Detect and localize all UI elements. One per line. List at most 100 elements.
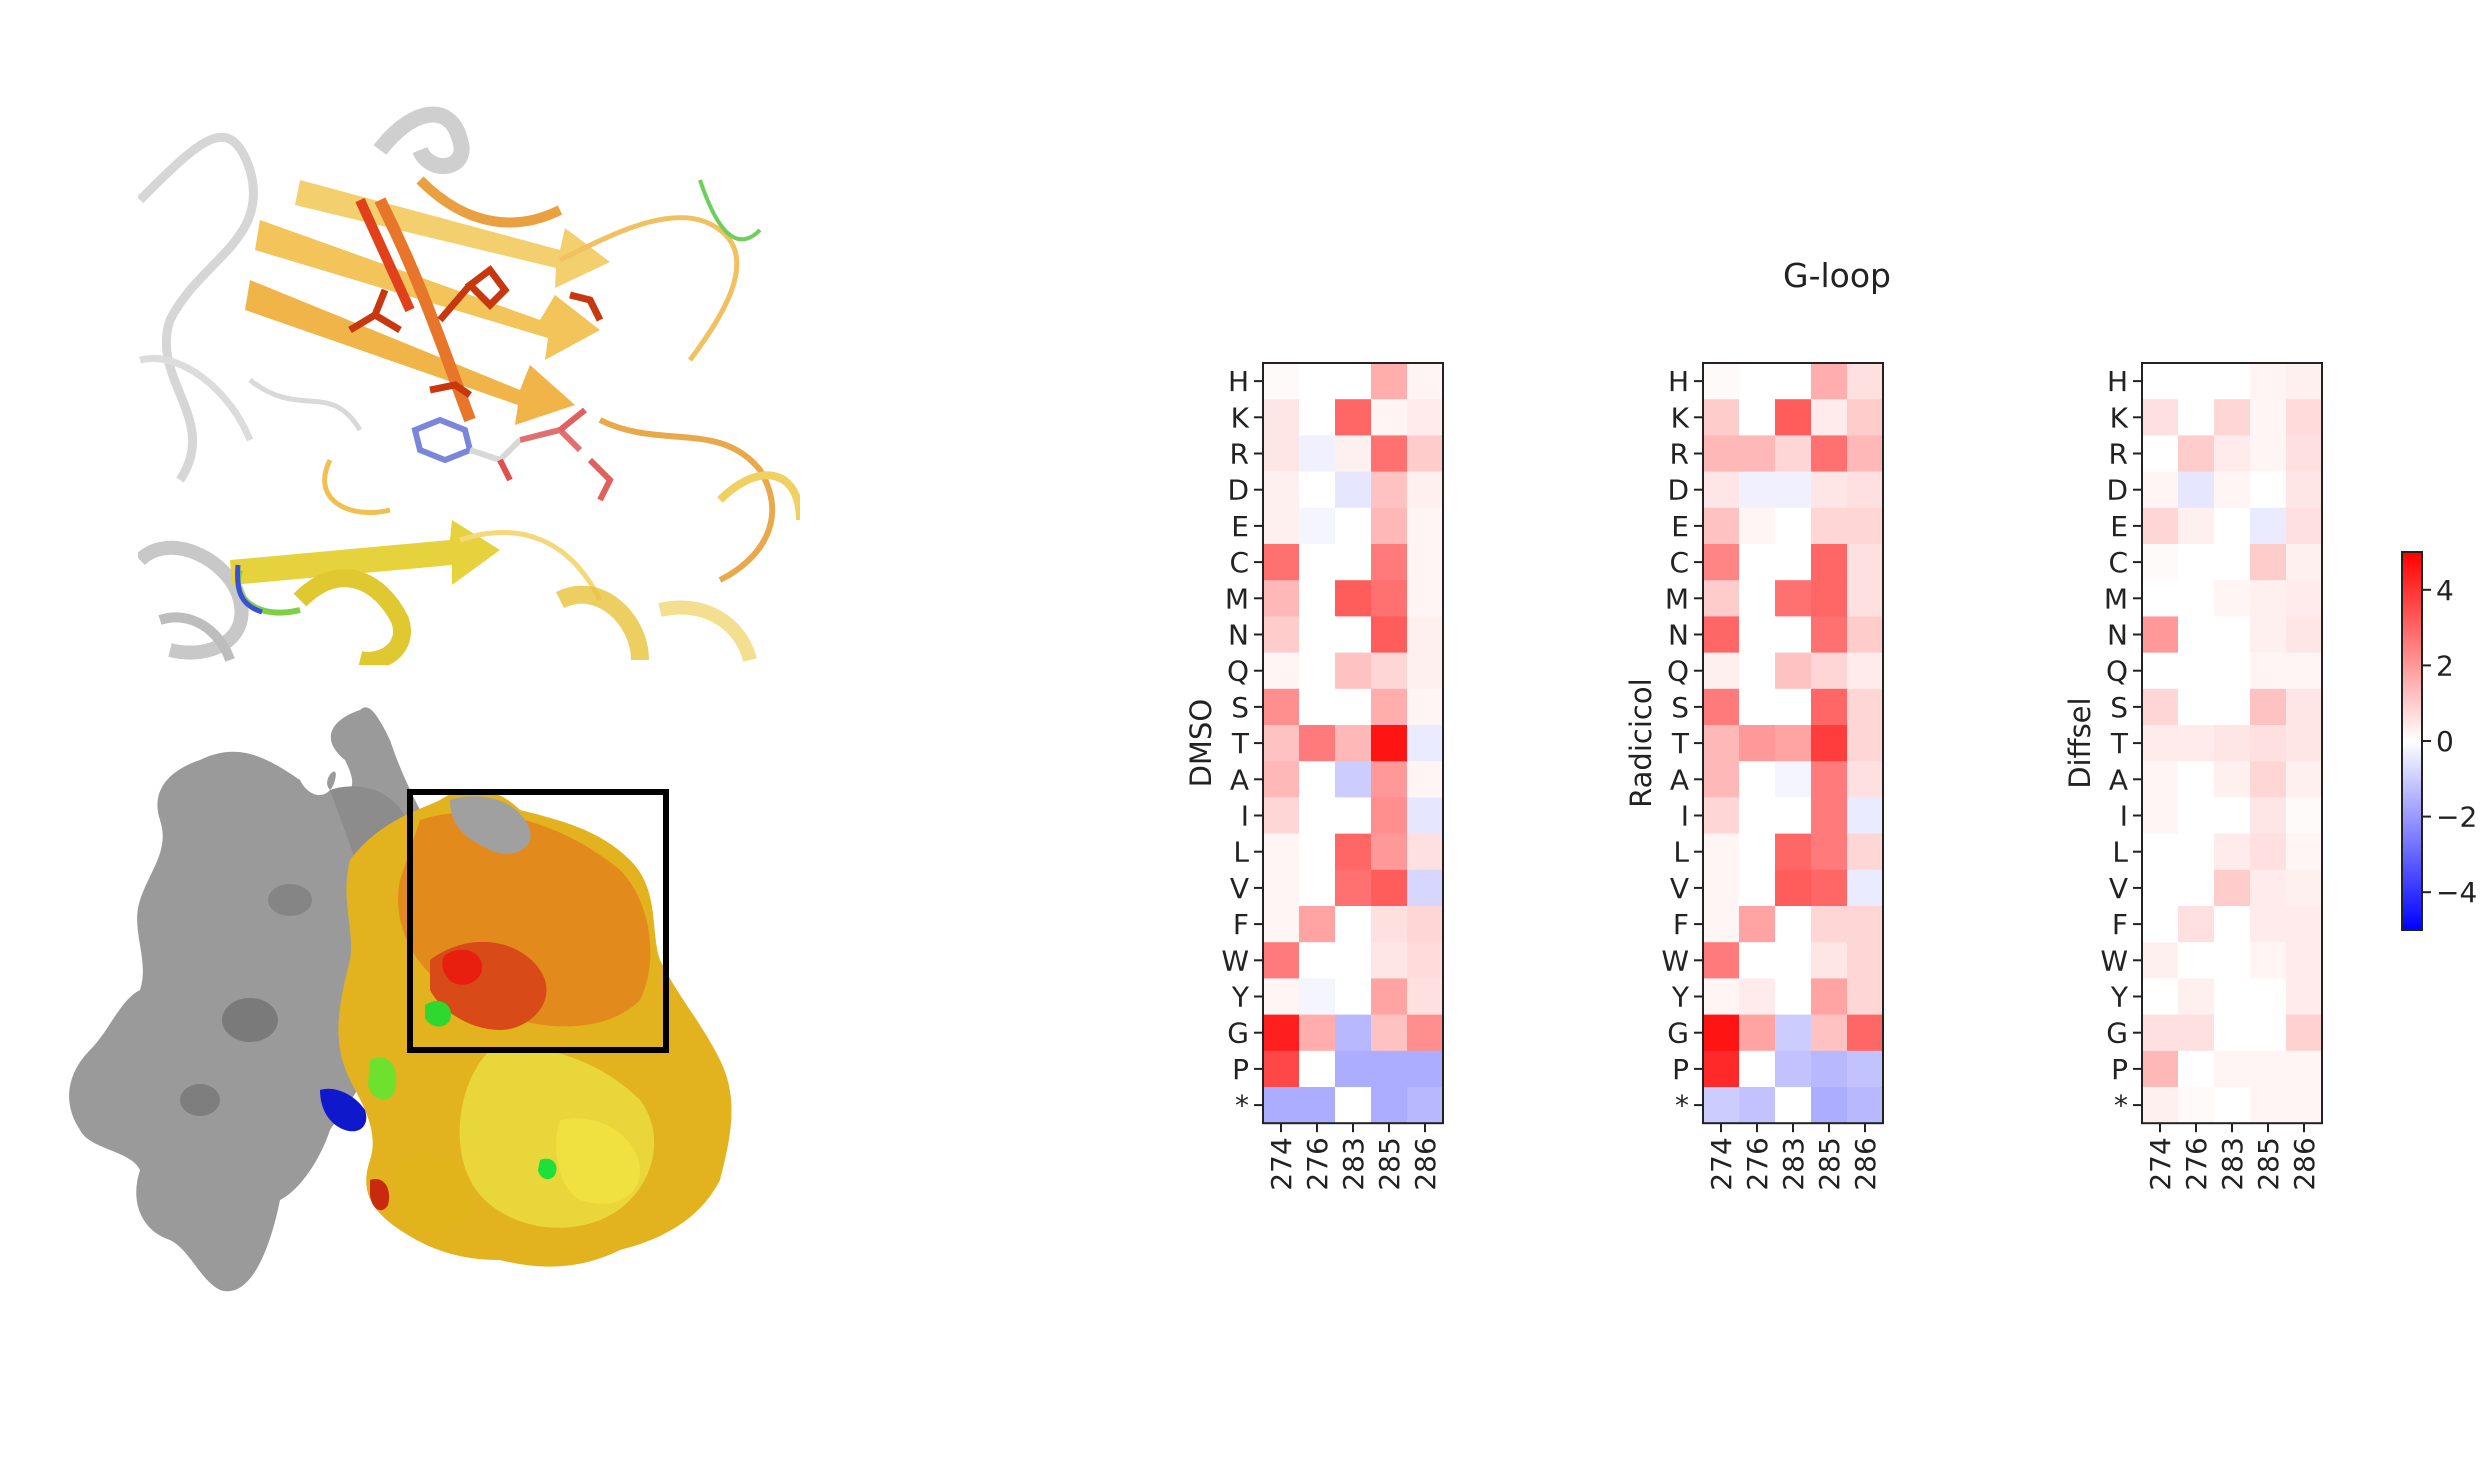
heatmap-cell xyxy=(1703,1015,1740,1052)
heatmap-cell xyxy=(1775,508,1812,545)
row-tick-label: K xyxy=(2110,401,2129,434)
heatmap-cell xyxy=(2250,544,2287,581)
heatmap-cell xyxy=(1775,580,1812,617)
heatmap-cell xyxy=(1703,978,1740,1015)
heatmap-ylabel: Radicicol xyxy=(1624,678,1658,808)
heatmap-cell xyxy=(2142,399,2179,436)
heatmap-cell xyxy=(1811,363,1848,400)
heatmap-cell xyxy=(1739,544,1776,581)
heatmap-cell xyxy=(1371,544,1408,581)
row-tick-label: * xyxy=(1235,1089,1249,1122)
heatmap-cell xyxy=(2286,797,2323,834)
heatmap-cell xyxy=(2142,1015,2179,1052)
heatmap-cell xyxy=(1703,616,1740,653)
heatmap-cell xyxy=(1811,689,1848,726)
heatmap-cell xyxy=(1811,580,1848,617)
heatmap-cell xyxy=(2214,616,2251,653)
heatmap-cell xyxy=(2214,1087,2251,1124)
heatmap-cell xyxy=(1335,363,1372,400)
row-tick-label: N xyxy=(1228,619,1249,652)
heatmap-cell xyxy=(2286,870,2323,907)
heatmap-cell xyxy=(2142,1087,2179,1124)
colorbar: 4 2 0 −2 −4 xyxy=(2402,552,2477,930)
heatmap-cell xyxy=(2214,435,2251,472)
heatmap-cell xyxy=(1299,616,1336,653)
heatmap-cell xyxy=(2250,363,2287,400)
heatmap-cell xyxy=(2178,1087,2215,1124)
heatmap-cell xyxy=(2178,653,2215,690)
row-tick-label: Y xyxy=(1231,981,1250,1014)
row-tick-label: F xyxy=(1233,908,1249,941)
row-tick-label: D xyxy=(1227,474,1249,507)
heatmap-cell xyxy=(1371,797,1408,834)
protein-cartoon-image xyxy=(138,100,800,665)
heatmap-cell xyxy=(1847,580,1884,617)
row-tick-label: D xyxy=(1667,474,1689,507)
heatmap-cell xyxy=(1335,725,1372,762)
heatmap-cell xyxy=(1335,906,1372,943)
heatmap-cell xyxy=(2250,797,2287,834)
heatmap-cell xyxy=(2142,797,2179,834)
heatmap-cell xyxy=(2142,1051,2179,1088)
heatmap-cell xyxy=(1775,834,1812,871)
heatmap-cell xyxy=(1703,363,1740,400)
heatmap-cell xyxy=(1847,363,1884,400)
heatmap-cell xyxy=(1847,1087,1884,1124)
heatmap-cell xyxy=(1407,472,1444,509)
heatmap-cell xyxy=(1811,1015,1848,1052)
heatmap-cell xyxy=(1811,834,1848,871)
heatmap-cell xyxy=(2142,870,2179,907)
heatmap-cell xyxy=(1775,870,1812,907)
heatmap-cell xyxy=(1847,508,1884,545)
heatmap-cell xyxy=(1847,435,1884,472)
row-tick-label: * xyxy=(2114,1089,2128,1122)
heatmap-cell xyxy=(2214,399,2251,436)
heatmap-cell xyxy=(1811,870,1848,907)
heatmap-cell xyxy=(2142,942,2179,979)
heatmap-ylabel: DMSO xyxy=(1184,699,1218,788)
heatmap-cell xyxy=(1811,906,1848,943)
heatmap-cell xyxy=(1299,363,1336,400)
row-tick-label: V xyxy=(1670,872,1689,905)
heatmap-cell xyxy=(2178,435,2215,472)
heatmap-cell xyxy=(2178,508,2215,545)
heatmap-cell xyxy=(1263,616,1300,653)
heatmap-cell xyxy=(1775,761,1812,798)
heatmap-cell xyxy=(1407,870,1444,907)
heatmap-cell xyxy=(1775,653,1812,690)
heatmap-cell xyxy=(1371,435,1408,472)
figure-title: G-loop xyxy=(1783,256,1891,295)
heatmap-cell xyxy=(1407,399,1444,436)
heatmap-cell xyxy=(1263,870,1300,907)
column-tick-label: 285 xyxy=(1813,1137,1846,1190)
heatmap-cell xyxy=(1847,1015,1884,1052)
heatmap-cell xyxy=(2178,797,2215,834)
heatmap-cell xyxy=(2214,580,2251,617)
heatmap-cell xyxy=(2178,689,2215,726)
heatmap-cell xyxy=(1335,942,1372,979)
heatmap-cell xyxy=(1847,725,1884,762)
row-tick-label: E xyxy=(2110,510,2128,543)
heatmap-cell xyxy=(1299,472,1336,509)
heatmap-cell xyxy=(2250,1087,2287,1124)
heatmap-cell xyxy=(1703,797,1740,834)
heatmap-cell xyxy=(1371,978,1408,1015)
heatmap-cell xyxy=(1407,1015,1444,1052)
row-tick-label: I xyxy=(1681,800,1689,833)
heatmap-cell xyxy=(1739,1087,1776,1124)
heatmap-cell xyxy=(2286,472,2323,509)
heatmap-cell xyxy=(1335,435,1372,472)
row-tick-label: P xyxy=(1672,1053,1689,1086)
heatmap-cell xyxy=(1335,834,1372,871)
heatmap-cell xyxy=(1847,906,1884,943)
protein-surface-image xyxy=(69,707,731,1291)
heatmap-cell xyxy=(2286,978,2323,1015)
heatmap-cell xyxy=(2286,508,2323,545)
heatmap-cell xyxy=(1335,689,1372,726)
heatmap-cell xyxy=(2178,1051,2215,1088)
heatmap-cell xyxy=(1371,906,1408,943)
heatmap-cell xyxy=(2250,1015,2287,1052)
heatmap-cell xyxy=(1811,761,1848,798)
heatmap-cell xyxy=(1407,906,1444,943)
